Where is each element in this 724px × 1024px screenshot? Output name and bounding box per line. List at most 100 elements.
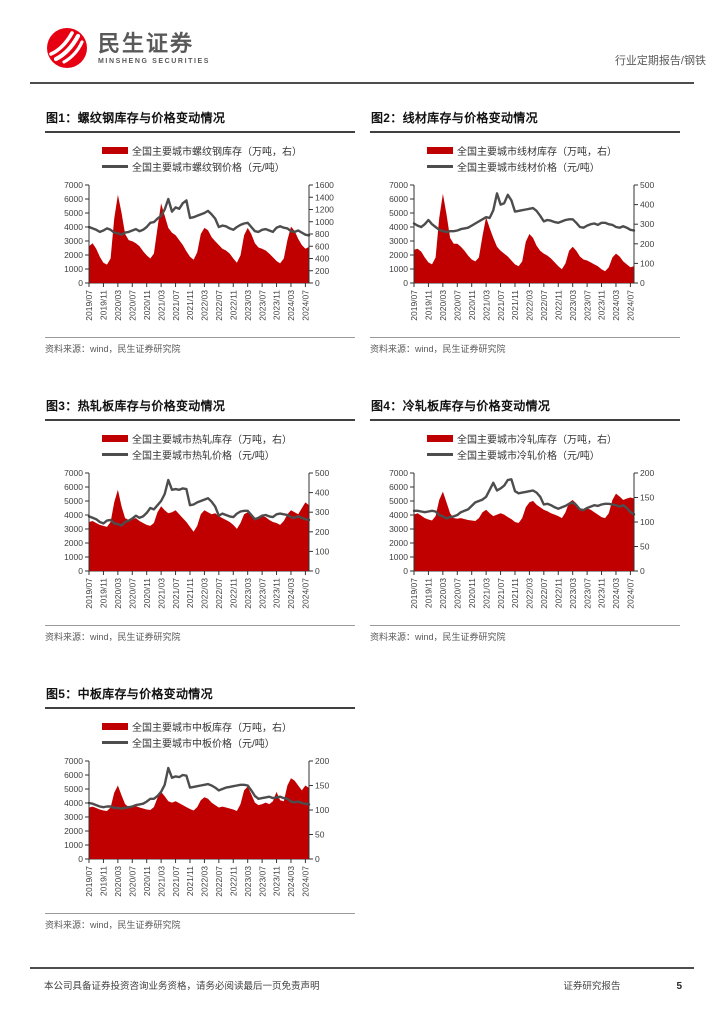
svg-text:3000: 3000: [64, 524, 83, 534]
svg-text:800: 800: [315, 229, 329, 239]
svg-text:2024/07: 2024/07: [301, 578, 311, 609]
svg-text:4000: 4000: [389, 222, 408, 232]
svg-text:0: 0: [315, 278, 320, 288]
svg-text:2019/11: 2019/11: [99, 578, 109, 608]
svg-text:2020/07: 2020/07: [127, 290, 137, 321]
legend-label: 全国主要城市中板库存（万吨，右）: [132, 722, 292, 734]
svg-text:2024/03: 2024/03: [286, 578, 296, 609]
legend-label: 全国主要城市螺纹钢价格（元/吨）: [132, 162, 285, 174]
svg-text:7000: 7000: [389, 468, 408, 478]
svg-text:2023/07: 2023/07: [582, 578, 592, 609]
svg-text:0: 0: [403, 566, 408, 576]
figure-title: 图1：螺纹钢库存与价格变动情况: [45, 109, 355, 133]
svg-text:150: 150: [640, 493, 654, 503]
svg-text:5000: 5000: [64, 784, 83, 794]
source-note: 资料来源：wind，民生证券研究院: [45, 625, 355, 643]
svg-text:2023/07: 2023/07: [582, 290, 592, 321]
svg-text:200: 200: [640, 239, 654, 249]
svg-text:2022/11: 2022/11: [553, 578, 563, 608]
header-divider: [30, 82, 694, 84]
svg-text:2022/03: 2022/03: [200, 290, 210, 321]
svg-text:100: 100: [315, 546, 329, 556]
svg-text:300: 300: [640, 219, 654, 229]
svg-text:2024/07: 2024/07: [626, 290, 636, 321]
grid-empty-cell: [370, 685, 680, 931]
footer-report-label: 证券研究报告: [563, 981, 621, 992]
report-footer: 本公司具备证券投资咨询业务资格，请务必阅读最后一页免责声明 证券研究报告 5: [44, 978, 682, 992]
chart-legend: 全国主要城市线材库存（万吨，右） 全国主要城市线材价格（元/吨）: [427, 142, 680, 174]
svg-text:3000: 3000: [389, 524, 408, 534]
svg-text:200: 200: [640, 468, 654, 478]
figure-4: 图4：冷轧板库存与价格变动情况 全国主要城市冷轧库存（万吨，右） 全国主要城市冷…: [370, 397, 680, 643]
svg-text:6000: 6000: [64, 482, 83, 492]
svg-text:50: 50: [640, 542, 650, 552]
svg-text:3000: 3000: [64, 236, 83, 246]
brand-name-en: MINSHENG SECURITIES: [98, 57, 211, 65]
svg-text:100: 100: [640, 517, 654, 527]
svg-text:0: 0: [78, 278, 83, 288]
legend-label: 全国主要城市中板价格（元/吨）: [132, 738, 275, 750]
chart-legend: 全国主要城市冷轧库存（万吨，右） 全国主要城市冷轧价格（元/吨）: [427, 430, 680, 462]
legend-label: 全国主要城市热轧库存（万吨，右）: [132, 434, 292, 446]
legend-label: 全国主要城市冷轧库存（万吨，右）: [457, 434, 617, 446]
figure-1: 图1：螺纹钢库存与价格变动情况 全国主要城市螺纹钢库存（万吨，右） 全国主要城市…: [45, 109, 355, 355]
svg-text:2022/03: 2022/03: [200, 866, 210, 897]
svg-text:0: 0: [78, 854, 83, 864]
svg-text:2021/03: 2021/03: [156, 866, 166, 897]
figure-title: 图3：热轧板库存与价格变动情况: [45, 397, 355, 421]
svg-text:2020/07: 2020/07: [452, 578, 462, 609]
svg-text:2024/07: 2024/07: [626, 578, 636, 609]
svg-text:1200: 1200: [315, 205, 334, 215]
source-note: 资料来源：wind，民生证券研究院: [370, 625, 680, 643]
svg-text:4000: 4000: [64, 222, 83, 232]
svg-text:7000: 7000: [64, 468, 83, 478]
svg-text:400: 400: [315, 488, 329, 498]
figure-3: 图3：热轧板库存与价格变动情况 全国主要城市热轧库存（万吨，右） 全国主要城市热…: [45, 397, 355, 643]
svg-text:2021/03: 2021/03: [156, 290, 166, 321]
legend-line-swatch: [427, 452, 453, 456]
svg-text:5000: 5000: [389, 496, 408, 506]
svg-text:2022/11: 2022/11: [228, 578, 238, 608]
minsheng-logo-icon: [47, 28, 87, 68]
brand: 民生证券 MINSHENG SECURITIES: [45, 26, 210, 70]
svg-text:1000: 1000: [64, 264, 83, 274]
svg-text:150: 150: [315, 781, 329, 791]
legend-label: 全国主要城市螺纹钢库存（万吨，右）: [132, 146, 302, 158]
svg-text:2022/11: 2022/11: [228, 866, 238, 896]
svg-text:2022/03: 2022/03: [525, 578, 535, 609]
source-note: 资料来源：wind，民生证券研究院: [370, 337, 680, 355]
svg-text:2022/11: 2022/11: [228, 290, 238, 320]
svg-text:2020/07: 2020/07: [127, 578, 137, 609]
svg-text:2022/07: 2022/07: [214, 866, 224, 897]
svg-text:2021/07: 2021/07: [171, 866, 181, 897]
page-number: 5: [676, 981, 682, 992]
svg-text:0: 0: [640, 278, 645, 288]
svg-text:2024/03: 2024/03: [286, 290, 296, 321]
svg-text:2023/11: 2023/11: [272, 290, 282, 320]
svg-text:7000: 7000: [64, 180, 83, 190]
svg-text:2023/11: 2023/11: [272, 578, 282, 608]
svg-text:2023/11: 2023/11: [272, 866, 282, 896]
svg-text:2019/07: 2019/07: [409, 290, 419, 321]
svg-text:2000: 2000: [389, 538, 408, 548]
svg-text:2021/07: 2021/07: [496, 290, 506, 321]
svg-text:5000: 5000: [64, 208, 83, 218]
svg-text:200: 200: [315, 266, 329, 276]
svg-text:2021/03: 2021/03: [481, 290, 491, 321]
svg-text:6000: 6000: [389, 482, 408, 492]
svg-text:2021/11: 2021/11: [510, 290, 520, 320]
brand-name: 民生证券: [98, 30, 195, 56]
chart-canvas: 0 1000 2000 3000 4000 5000 6000 7000 0 100 200 300 4…: [389, 180, 654, 321]
chart-canvas: 0 1000 2000 3000 4000 5000 6000 7000 0 50 100 150 20…: [64, 756, 329, 897]
svg-text:2023/11: 2023/11: [597, 290, 607, 320]
legend-label: 全国主要城市线材库存（万吨，右）: [457, 146, 617, 158]
svg-text:200: 200: [315, 527, 329, 537]
svg-text:2023/03: 2023/03: [243, 866, 253, 897]
report-header: 民生证券 MINSHENG SECURITIES 行业定期报告/钢铁: [0, 0, 724, 70]
legend-area-swatch: [102, 722, 128, 730]
svg-text:2020/03: 2020/03: [438, 578, 448, 609]
svg-text:2021/03: 2021/03: [481, 578, 491, 609]
svg-text:2020/11: 2020/11: [467, 290, 477, 320]
svg-text:4000: 4000: [389, 510, 408, 520]
svg-text:2019/11: 2019/11: [99, 866, 109, 896]
